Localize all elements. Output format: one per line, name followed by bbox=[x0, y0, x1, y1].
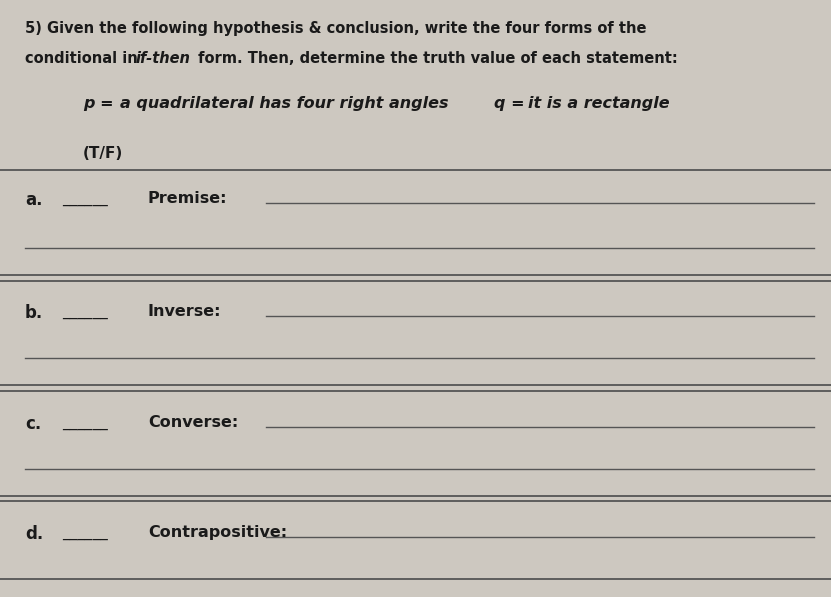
Text: it is a rectangle: it is a rectangle bbox=[528, 96, 669, 110]
Text: p =: p = bbox=[83, 96, 119, 110]
Text: ______: ______ bbox=[62, 304, 108, 319]
Text: conditional in: conditional in bbox=[25, 51, 143, 66]
Text: b.: b. bbox=[25, 304, 43, 322]
Text: Converse:: Converse: bbox=[148, 415, 238, 430]
Text: form. Then, determine the truth value of each statement:: form. Then, determine the truth value of… bbox=[193, 51, 677, 66]
Text: ______: ______ bbox=[62, 191, 108, 206]
Text: a.: a. bbox=[25, 191, 42, 209]
Text: Premise:: Premise: bbox=[148, 191, 228, 206]
Text: a quadrilateral has four right angles: a quadrilateral has four right angles bbox=[120, 96, 449, 110]
Text: c.: c. bbox=[25, 415, 42, 433]
Text: d.: d. bbox=[25, 525, 43, 543]
Text: (T/F): (T/F) bbox=[83, 146, 123, 161]
Text: Inverse:: Inverse: bbox=[148, 304, 221, 319]
Text: ______: ______ bbox=[62, 525, 108, 540]
Text: 5) Given the following hypothesis & conclusion, write the four forms of the: 5) Given the following hypothesis & conc… bbox=[25, 21, 647, 36]
Text: if-then: if-then bbox=[135, 51, 190, 66]
Text: Contrapositive:: Contrapositive: bbox=[148, 525, 287, 540]
Text: q =: q = bbox=[494, 96, 530, 110]
Text: ______: ______ bbox=[62, 415, 108, 430]
